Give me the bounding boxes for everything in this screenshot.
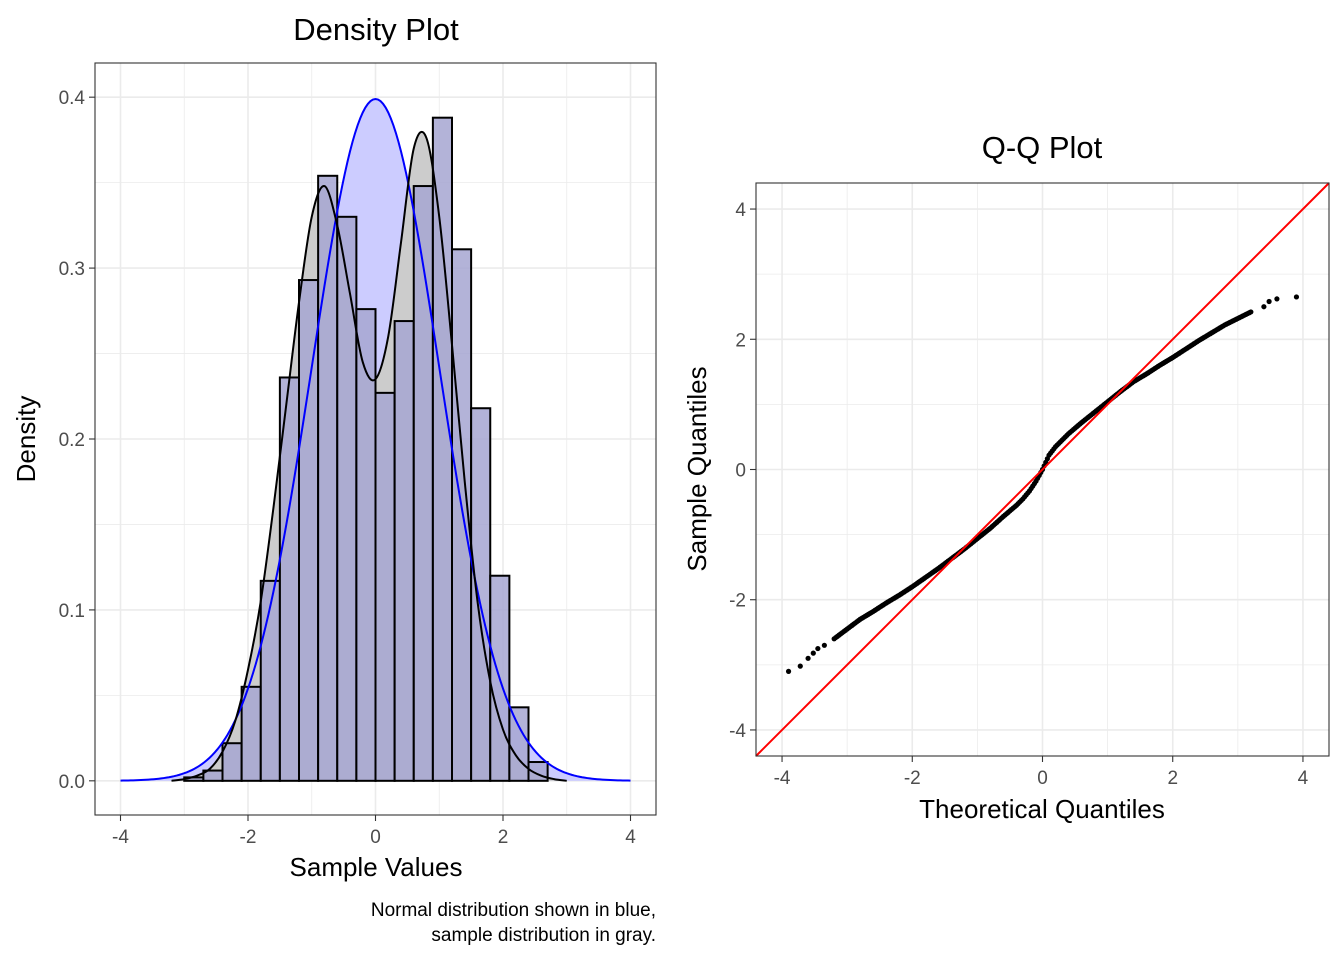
- histogram-bar: [431, 116, 453, 782]
- qq-point: [1266, 298, 1272, 305]
- qq-point: [1018, 497, 1024, 504]
- histogram-bar: [221, 742, 243, 782]
- histogram-bar: [412, 185, 434, 782]
- qq-x-tick-label: 2: [1167, 768, 1178, 789]
- qq-point: [1025, 490, 1031, 496]
- qq-x-tick-label: 4: [1298, 768, 1309, 789]
- histogram-bar: [508, 706, 530, 782]
- histogram-bar: [259, 579, 281, 782]
- density-y-tick-label: 0.4: [59, 88, 86, 109]
- qq-plot: -4 -2 0 2 4 -4 -2 0 2 4 Q-Q Plot Theoretical Qua…: [682, 130, 1330, 824]
- qq-point: [1261, 304, 1267, 310]
- density-x-tick-label: -2: [240, 827, 257, 848]
- qq-point: [815, 645, 821, 652]
- density-title: Density Plot: [293, 12, 459, 47]
- histogram-bars: [183, 116, 549, 782]
- histogram-bar: [393, 320, 415, 782]
- qq-point: [1051, 446, 1057, 452]
- sample-density-curve: [171, 130, 567, 782]
- qq-y-tick-label: 0: [735, 461, 746, 482]
- density-x-axis-title: Sample Values: [290, 852, 463, 882]
- qq-point: [1031, 481, 1037, 487]
- density-plot: -4 -2 0 2 4 0.0 0.1 0.2 0.3 0.4 Density Plot Sam…: [11, 12, 657, 946]
- density-x-tick-label: 0: [370, 827, 381, 848]
- qq-x-tick-label: -2: [904, 768, 921, 789]
- density-y-ticks: 0.0 0.1 0.2 0.3 0.4: [59, 88, 95, 793]
- qq-y-axis-title: Sample Quantiles: [682, 366, 712, 571]
- histogram-bar: [470, 407, 492, 782]
- qq-point: [821, 642, 827, 648]
- density-x-tick-label: 4: [625, 827, 636, 848]
- qq-x-tick-label: 0: [1037, 768, 1048, 789]
- qq-point: [785, 668, 792, 674]
- qq-y-tick-label: -4: [729, 721, 746, 742]
- normal-density-curve: [120, 97, 631, 782]
- qq-point: [1293, 294, 1300, 300]
- density-x-tick-label: -4: [112, 827, 129, 848]
- histogram-bar: [298, 279, 320, 782]
- density-x-tick-label: 2: [498, 827, 509, 848]
- density-y-tick-label: 0.3: [59, 259, 85, 280]
- histogram-bar: [374, 391, 396, 782]
- qq-point: [805, 655, 811, 661]
- qq-x-ticks: -4 -2 0 2 4: [774, 756, 1309, 789]
- qq-y-tick-label: 4: [735, 200, 746, 221]
- qq-point: [1274, 296, 1280, 302]
- qq-point: [797, 663, 803, 669]
- density-y-tick-label: 0.2: [59, 430, 85, 451]
- qq-point: [1044, 456, 1050, 462]
- density-y-tick-label: 0.1: [59, 601, 85, 622]
- density-y-tick-label: 0.0: [59, 772, 85, 793]
- qq-y-tick-label: 2: [735, 330, 746, 351]
- qq-point: [1246, 310, 1252, 316]
- histogram-bar: [336, 215, 358, 782]
- qq-x-axis-title: Theoretical Quantiles: [919, 794, 1165, 824]
- qq-x-tick-label: -4: [774, 768, 791, 789]
- qq-y-tick-label: -2: [729, 591, 746, 612]
- caption-line-2: sample distribution in gray.: [431, 925, 656, 946]
- qq-reference-line: [755, 182, 1330, 757]
- qq-title: Q-Q Plot: [982, 130, 1103, 165]
- qq-point: [810, 650, 816, 656]
- density-x-ticks: -4 -2 0 2 4: [112, 815, 636, 848]
- qq-y-ticks: -4 -2 0 2 4: [729, 200, 756, 742]
- caption-line-1: Normal distribution shown in blue,: [371, 900, 656, 921]
- density-y-axis-title: Density: [11, 396, 41, 483]
